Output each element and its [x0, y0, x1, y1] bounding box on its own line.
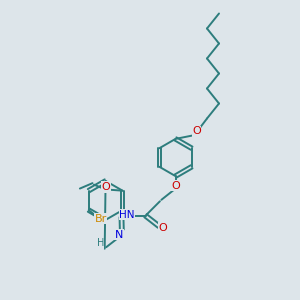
Text: Br: Br: [94, 214, 107, 224]
Text: O: O: [171, 181, 180, 191]
Text: H: H: [97, 238, 104, 248]
Text: N: N: [115, 230, 123, 240]
Text: O: O: [192, 126, 201, 136]
Text: O: O: [158, 223, 167, 233]
Text: O: O: [101, 182, 110, 192]
Text: HN: HN: [119, 210, 135, 220]
